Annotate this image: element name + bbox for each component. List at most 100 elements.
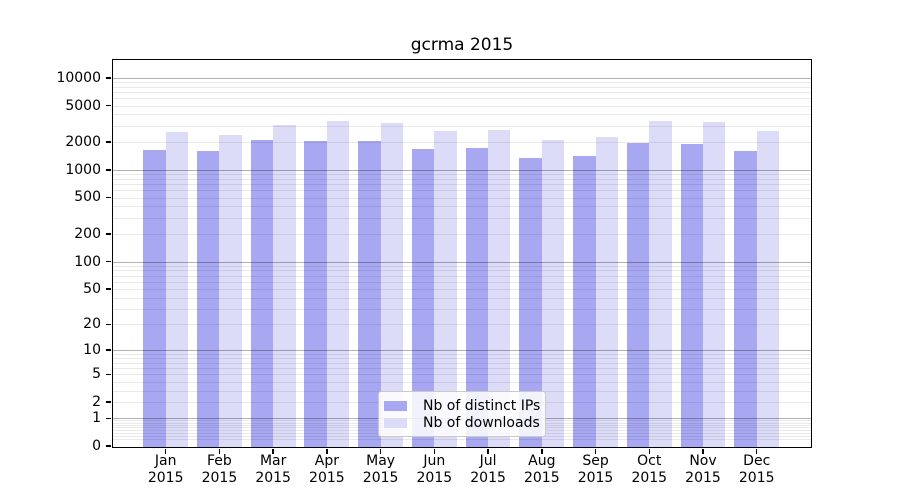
y-tick [106, 260, 111, 263]
y-tick [106, 233, 111, 235]
bar-distinct-ips [680, 143, 703, 447]
bar-downloads [488, 129, 511, 447]
x-tick-label: Dec 2015 [727, 453, 787, 487]
x-tick [541, 449, 543, 454]
legend-label-distinct-ips: Nb of distinct IPs [423, 397, 541, 414]
x-label-month: Dec [743, 453, 771, 469]
y-tick-label: 2000 [65, 134, 101, 151]
minor-gridline [113, 92, 811, 94]
y-tick-label: 100 [74, 253, 101, 270]
y-tick [106, 373, 111, 376]
bar-downloads [756, 131, 780, 447]
x-label-year: 2015 [523, 470, 560, 486]
y-tick-label: 20 [83, 316, 101, 333]
x-tick [487, 449, 489, 454]
bar-distinct-ips [358, 141, 381, 447]
bar-distinct-ips [197, 151, 220, 447]
minor-gridline [113, 105, 811, 107]
bar-downloads [595, 137, 618, 447]
y-tick-label: 10 [83, 342, 101, 359]
x-label-year: 2015 [631, 470, 668, 486]
x-tick-label: May 2015 [351, 453, 411, 487]
y-tick-label: 2 [92, 394, 101, 411]
legend-swatch-downloads [384, 417, 407, 428]
minor-gridline [113, 82, 811, 83]
y-tick [106, 77, 111, 79]
bar-downloads [434, 131, 457, 447]
x-label-month: Mar [259, 453, 287, 469]
x-label-month: Nov [689, 453, 717, 469]
x-tick-label: Feb 2015 [189, 453, 249, 487]
bar-downloads [703, 122, 726, 447]
y-tick [106, 417, 111, 420]
x-label-year: 2015 [147, 470, 184, 486]
bar-downloads [165, 132, 189, 447]
y-tick [106, 401, 111, 403]
bar-downloads [649, 121, 672, 447]
x-tick [702, 449, 704, 454]
minor-gridline [113, 86, 811, 88]
major-gridline [113, 77, 811, 79]
y-tick [106, 349, 111, 351]
minor-gridline [113, 114, 811, 116]
bar-distinct-ips [465, 148, 489, 447]
y-tick-label: 5000 [65, 97, 101, 114]
x-label-year: 2015 [416, 470, 453, 486]
y-tick [106, 196, 111, 199]
x-label-year: 2015 [362, 470, 399, 486]
x-label-month: Jun [423, 453, 446, 469]
legend-row-distinct-ips: Nb of distinct IPs [384, 397, 545, 414]
bar-downloads [219, 134, 242, 447]
y-tick-label: 10000 [56, 69, 101, 86]
x-tick [648, 449, 651, 454]
x-tick-label: Apr 2015 [297, 453, 357, 487]
x-tick [326, 449, 328, 454]
x-tick-label: Aug 2015 [512, 453, 572, 487]
x-label-month: Oct [637, 453, 662, 469]
x-tick [379, 449, 382, 454]
x-label-month: Jul [479, 453, 497, 469]
y-tick-label: 1 [92, 410, 101, 427]
x-tick-label: Nov 2015 [673, 453, 733, 487]
legend-label-downloads: Nb of downloads [423, 414, 540, 431]
x-tick [218, 449, 221, 454]
legend-row-downloads: Nb of downloads [384, 414, 545, 431]
x-label-month: Feb [207, 453, 232, 469]
x-tick-label: Jul 2015 [458, 453, 518, 487]
x-label-year: 2015 [255, 470, 291, 486]
x-label-year: 2015 [470, 470, 506, 486]
bar-distinct-ips [626, 143, 650, 447]
x-label-month: Apr [314, 453, 339, 469]
bar-downloads [273, 124, 296, 447]
y-tick-label: 200 [74, 225, 101, 242]
legend: Nb of distinct IPs Nb of downloads [378, 391, 546, 437]
y-tick [106, 141, 111, 143]
y-tick-label: 5 [92, 366, 101, 383]
x-tick [272, 449, 274, 454]
y-tick-label: 0 [92, 438, 101, 454]
x-label-year: 2015 [309, 470, 345, 486]
bar-downloads [380, 123, 403, 447]
bar-distinct-ips [573, 156, 596, 447]
x-label-month: Sep [582, 453, 609, 469]
y-tick-label: 500 [74, 189, 101, 206]
x-tick-label: Jan 2015 [136, 453, 196, 487]
chart-title: gcrma 2015 [410, 35, 514, 55]
y-tick [106, 445, 111, 447]
y-tick-label: 1000 [65, 161, 101, 178]
x-label-month: Aug [528, 453, 556, 469]
x-tick-label: Oct 2015 [619, 453, 679, 487]
x-label-year: 2015 [738, 470, 775, 486]
x-tick [755, 449, 758, 454]
y-tick [106, 104, 111, 107]
bar-distinct-ips [250, 139, 274, 447]
legend-swatch-distinct-ips [384, 400, 407, 411]
y-tick [106, 323, 111, 326]
x-label-year: 2015 [577, 470, 614, 486]
x-tick [164, 449, 167, 454]
bar-distinct-ips [411, 148, 435, 447]
x-tick [433, 449, 436, 454]
bar-downloads [541, 140, 565, 447]
